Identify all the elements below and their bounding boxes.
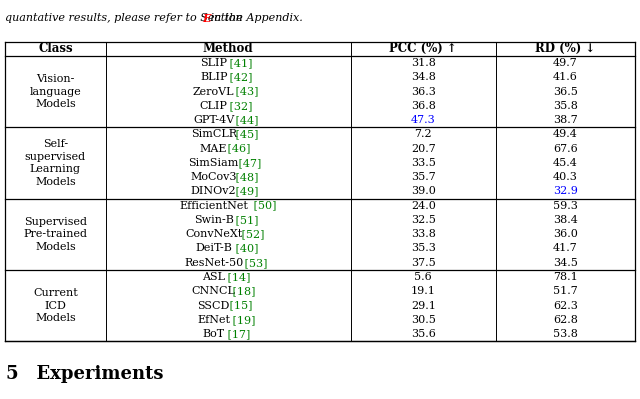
Text: [48]: [48] bbox=[232, 172, 259, 182]
Text: DINOv2: DINOv2 bbox=[191, 186, 237, 196]
Text: [17]: [17] bbox=[223, 329, 250, 339]
Text: GPT-4V: GPT-4V bbox=[193, 115, 234, 125]
Text: SSCD: SSCD bbox=[198, 300, 230, 310]
Text: 49.4: 49.4 bbox=[553, 129, 578, 139]
Text: [40]: [40] bbox=[232, 243, 259, 253]
Text: Swin-B: Swin-B bbox=[194, 215, 234, 225]
Text: quantative results, please refer to Section: quantative results, please refer to Sect… bbox=[5, 13, 246, 23]
Text: Vision-
language
Models: Vision- language Models bbox=[29, 74, 81, 109]
Text: [41]: [41] bbox=[227, 58, 253, 68]
Text: Current
ICD
Models: Current ICD Models bbox=[33, 288, 77, 323]
Text: Class: Class bbox=[38, 42, 73, 55]
Text: 47.3: 47.3 bbox=[411, 115, 436, 125]
Text: Experiments: Experiments bbox=[24, 365, 164, 383]
Text: ASL: ASL bbox=[202, 272, 225, 282]
Text: 5: 5 bbox=[5, 365, 18, 383]
Text: 34.8: 34.8 bbox=[411, 72, 436, 83]
Text: 35.3: 35.3 bbox=[411, 243, 436, 253]
Text: SimSiam: SimSiam bbox=[189, 158, 239, 168]
Text: [53]: [53] bbox=[241, 258, 268, 268]
Text: 38.7: 38.7 bbox=[553, 115, 578, 125]
Text: [43]: [43] bbox=[232, 87, 259, 97]
Text: E: E bbox=[202, 13, 211, 24]
Text: 62.3: 62.3 bbox=[553, 300, 578, 310]
Text: DeiT-B: DeiT-B bbox=[195, 243, 232, 253]
Text: BoT: BoT bbox=[203, 329, 225, 339]
Text: 45.4: 45.4 bbox=[553, 158, 578, 168]
Text: 24.0: 24.0 bbox=[411, 201, 436, 211]
Text: SLIP: SLIP bbox=[200, 58, 227, 68]
Text: 62.8: 62.8 bbox=[553, 315, 578, 325]
Text: CNNCL: CNNCL bbox=[192, 286, 236, 296]
Text: 33.8: 33.8 bbox=[411, 229, 436, 239]
Text: [51]: [51] bbox=[232, 215, 259, 225]
Text: 49.7: 49.7 bbox=[553, 58, 578, 68]
Text: [15]: [15] bbox=[227, 300, 253, 310]
Text: 32.9: 32.9 bbox=[553, 186, 578, 196]
Text: 34.5: 34.5 bbox=[553, 258, 578, 268]
Text: [42]: [42] bbox=[227, 72, 253, 83]
Text: ZeroVL: ZeroVL bbox=[193, 87, 234, 97]
Text: [18]: [18] bbox=[229, 286, 256, 296]
Text: MAE: MAE bbox=[200, 144, 227, 154]
Text: BLIP: BLIP bbox=[200, 72, 227, 83]
Text: in the Appendix.: in the Appendix. bbox=[207, 13, 303, 23]
Text: 36.0: 36.0 bbox=[553, 229, 578, 239]
Text: 78.1: 78.1 bbox=[553, 272, 578, 282]
Text: ResNet-50: ResNet-50 bbox=[184, 258, 243, 268]
Text: 51.7: 51.7 bbox=[553, 286, 578, 296]
Text: 29.1: 29.1 bbox=[411, 300, 436, 310]
Text: 37.5: 37.5 bbox=[411, 258, 436, 268]
Text: [50]: [50] bbox=[250, 201, 276, 211]
Text: 53.8: 53.8 bbox=[553, 329, 578, 339]
Text: PCC (%) ↑: PCC (%) ↑ bbox=[390, 42, 457, 55]
Text: 36.5: 36.5 bbox=[553, 87, 578, 97]
Text: [32]: [32] bbox=[227, 101, 253, 111]
Text: 41.6: 41.6 bbox=[553, 72, 578, 83]
Text: ConvNeXt: ConvNeXt bbox=[185, 229, 243, 239]
Text: EfNet: EfNet bbox=[197, 315, 230, 325]
Text: CLIP: CLIP bbox=[200, 101, 228, 111]
Text: [52]: [52] bbox=[238, 229, 264, 239]
Text: 35.7: 35.7 bbox=[411, 172, 436, 182]
Text: EfficientNet: EfficientNet bbox=[179, 201, 248, 211]
Text: [49]: [49] bbox=[232, 186, 259, 196]
Text: 35.8: 35.8 bbox=[553, 101, 578, 111]
Text: SimCLR: SimCLR bbox=[191, 129, 237, 139]
Text: 39.0: 39.0 bbox=[411, 186, 436, 196]
Text: 31.8: 31.8 bbox=[411, 58, 436, 68]
Text: 36.8: 36.8 bbox=[411, 101, 436, 111]
Text: 41.7: 41.7 bbox=[553, 243, 578, 253]
Text: 5.6: 5.6 bbox=[415, 272, 432, 282]
Text: 19.1: 19.1 bbox=[411, 286, 436, 296]
Text: 7.2: 7.2 bbox=[415, 129, 432, 139]
Text: [45]: [45] bbox=[232, 129, 259, 139]
Text: RD (%) ↓: RD (%) ↓ bbox=[535, 42, 596, 55]
Text: 32.5: 32.5 bbox=[411, 215, 436, 225]
Text: [14]: [14] bbox=[223, 272, 250, 282]
Text: [19]: [19] bbox=[229, 315, 256, 325]
Text: [47]: [47] bbox=[235, 158, 262, 168]
Text: 30.5: 30.5 bbox=[411, 315, 436, 325]
Text: 33.5: 33.5 bbox=[411, 158, 436, 168]
Text: 35.6: 35.6 bbox=[411, 329, 436, 339]
Text: Self-
supervised
Learning
Models: Self- supervised Learning Models bbox=[25, 139, 86, 187]
Text: [46]: [46] bbox=[223, 144, 250, 154]
Text: 36.3: 36.3 bbox=[411, 87, 436, 97]
Text: 40.3: 40.3 bbox=[553, 172, 578, 182]
Text: Method: Method bbox=[203, 42, 253, 55]
Text: Supervised
Pre-trained
Models: Supervised Pre-trained Models bbox=[24, 217, 88, 252]
Text: 38.4: 38.4 bbox=[553, 215, 578, 225]
Text: 59.3: 59.3 bbox=[553, 201, 578, 211]
Text: MoCov3: MoCov3 bbox=[191, 172, 237, 182]
Text: 67.6: 67.6 bbox=[553, 144, 578, 154]
Text: 20.7: 20.7 bbox=[411, 144, 436, 154]
Text: [44]: [44] bbox=[232, 115, 259, 125]
